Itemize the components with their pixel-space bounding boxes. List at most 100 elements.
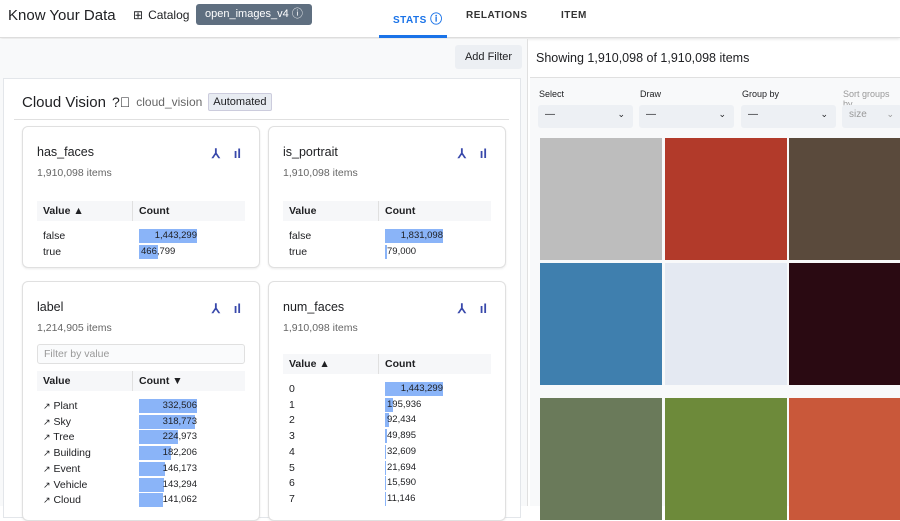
row-value: true xyxy=(289,246,308,258)
stats-pane: Add Filter Cloud Vision ?⃝ cloud_vision … xyxy=(0,39,528,521)
control-label: Sort groups by xyxy=(843,89,890,109)
fork-icon[interactable]: ⅄ xyxy=(457,146,466,161)
row-count: 21,694 xyxy=(387,461,417,473)
table-row[interactable]: ↗ Plant 332,506 xyxy=(43,399,263,415)
open-link-icon[interactable]: ↗ xyxy=(43,432,51,443)
image-thumbnail[interactable] xyxy=(789,138,900,260)
draw-dropdown[interactable]: — ⌄ xyxy=(639,105,734,128)
items-body: Select — ⌄ Draw — ⌄ Group by — ⌄ Sort groups b… xyxy=(530,77,900,520)
row-count: 195,936 xyxy=(387,398,422,410)
col-count[interactable]: Count ▼ xyxy=(139,375,183,387)
count-bar xyxy=(139,446,171,461)
open-link-icon[interactable]: ↗ xyxy=(43,401,51,411)
count-bar xyxy=(385,476,386,491)
bar-chart-icon[interactable]: ıl xyxy=(479,301,487,316)
tab-item[interactable]: ITEM xyxy=(561,10,587,21)
table-row[interactable]: 3 49,895 xyxy=(289,429,509,445)
row-count: 224,973 xyxy=(162,431,197,443)
table-row[interactable]: ↗ Sky 318,773 xyxy=(43,414,263,431)
image-thumbnail[interactable] xyxy=(789,263,900,385)
bar-chart-icon[interactable]: ıl xyxy=(233,146,241,161)
help-icon[interactable]: ?⃝ xyxy=(111,94,131,110)
table-row[interactable]: true 466,799 xyxy=(43,245,263,261)
count-bar xyxy=(139,229,197,243)
col-value[interactable]: Value ▲ xyxy=(37,201,133,221)
row-value: Building xyxy=(53,447,91,460)
count-bar xyxy=(385,429,388,444)
row-count: 146,173 xyxy=(162,462,197,474)
catalog-link[interactable]: ⊞ Catalog xyxy=(133,8,190,22)
open-link-icon[interactable]: ↗ xyxy=(43,495,51,506)
tab-stats[interactable]: STATS ⓘ xyxy=(393,12,443,26)
row-count: 143,294 xyxy=(162,478,197,490)
card-subtitle: 1,910,098 items xyxy=(283,167,358,179)
info-icon: ⓘ xyxy=(430,12,443,26)
fork-icon[interactable]: ⅄ xyxy=(211,301,220,316)
fork-icon[interactable]: ⅄ xyxy=(457,301,466,316)
image-thumbnail[interactable] xyxy=(540,138,662,260)
add-filter-button[interactable]: Add Filter xyxy=(455,45,522,69)
open-link-icon[interactable]: ↗ xyxy=(43,448,51,459)
card-subtitle: 1,910,098 items xyxy=(37,167,112,179)
table-row[interactable]: 5 21,694 xyxy=(289,460,509,477)
bar-chart-icon[interactable]: ıl xyxy=(479,146,487,161)
table-row[interactable]: ↗ Event 146,173 xyxy=(43,461,263,478)
row-count: 1,831,098 xyxy=(400,230,443,241)
sort-groups-by-dropdown[interactable]: size ⌄ xyxy=(842,105,900,128)
image-thumbnail[interactable] xyxy=(665,398,787,520)
row-value: 7 xyxy=(289,492,295,505)
filter-input[interactable]: Filter by value xyxy=(37,344,245,364)
count-bar xyxy=(385,413,389,428)
row-value: Plant xyxy=(53,400,78,412)
card-is_portrait: is_portrait 1,910,098 items ⅄ ıl Value Coun… xyxy=(268,126,506,268)
table-row[interactable]: 0 1,443,299 xyxy=(289,382,509,398)
bar-chart-icon[interactable]: ıl xyxy=(233,301,241,316)
card-subtitle: 1,214,905 items xyxy=(37,322,112,334)
row-value: Tree xyxy=(53,431,75,444)
count-bar xyxy=(385,397,394,412)
col-count[interactable]: Count xyxy=(385,205,416,217)
table-row[interactable]: ↗ Cloud 141,062 xyxy=(43,493,263,509)
table-row[interactable]: ↗ Tree 224,973 xyxy=(43,430,263,446)
table-row[interactable]: 4 32,609 xyxy=(289,444,509,461)
row-count: 92,434 xyxy=(387,414,417,426)
table-row[interactable]: ↗ Building 182,206 xyxy=(43,446,263,462)
open-link-icon[interactable]: ↗ xyxy=(43,463,51,474)
table-row[interactable]: 1 195,936 xyxy=(289,397,509,414)
col-value[interactable]: Value xyxy=(37,371,133,391)
open-link-icon[interactable]: ↗ xyxy=(43,416,51,427)
table-header: Value ▲ Count xyxy=(283,354,491,374)
image-thumbnail[interactable] xyxy=(665,263,787,385)
tab-relations[interactable]: RELATIONS xyxy=(466,10,528,21)
open-link-icon[interactable]: ↗ xyxy=(43,479,51,490)
table-row[interactable]: ↗ Vehicle 143,294 xyxy=(43,477,263,494)
image-thumbnail[interactable] xyxy=(540,398,662,520)
image-thumbnail[interactable] xyxy=(665,138,787,260)
group-by-dropdown[interactable]: — ⌄ xyxy=(741,105,836,128)
row-count: 318,773 xyxy=(162,415,197,427)
table-row[interactable]: false 1,831,098 xyxy=(289,229,509,245)
fork-icon[interactable]: ⅄ xyxy=(211,146,220,161)
table-header: Value Count xyxy=(283,201,491,221)
section-key: cloud_vision xyxy=(136,95,203,109)
count-bar xyxy=(139,477,164,492)
table-row[interactable]: 7 11,146 xyxy=(289,491,509,508)
image-thumbnail[interactable] xyxy=(789,398,900,520)
chevron-down-icon: ⌄ xyxy=(718,109,726,119)
col-count[interactable]: Count xyxy=(139,205,170,217)
image-thumbnail[interactable] xyxy=(540,263,662,385)
col-value[interactable]: Value xyxy=(283,201,379,221)
card-has_faces: has_faces 1,910,098 items ⅄ ıl Value ▲ Coun… xyxy=(22,126,260,268)
row-count: 32,609 xyxy=(387,445,417,457)
table-row[interactable]: true 79,000 xyxy=(289,245,509,261)
table-row[interactable]: 2 92,434 xyxy=(289,413,509,429)
dataset-chip[interactable]: open_images_v4 ⓘ xyxy=(196,4,312,25)
select-dropdown[interactable]: — ⌄ xyxy=(538,105,633,128)
table-row[interactable]: false 1,443,299 xyxy=(43,229,263,245)
col-value[interactable]: Value ▲ xyxy=(283,354,379,374)
table-row[interactable]: 6 15,590 xyxy=(289,476,509,492)
control-label: Group by xyxy=(742,89,780,99)
section-title: Cloud Vision xyxy=(22,93,106,111)
card-title: has_faces xyxy=(37,145,94,159)
col-count[interactable]: Count xyxy=(385,358,416,370)
